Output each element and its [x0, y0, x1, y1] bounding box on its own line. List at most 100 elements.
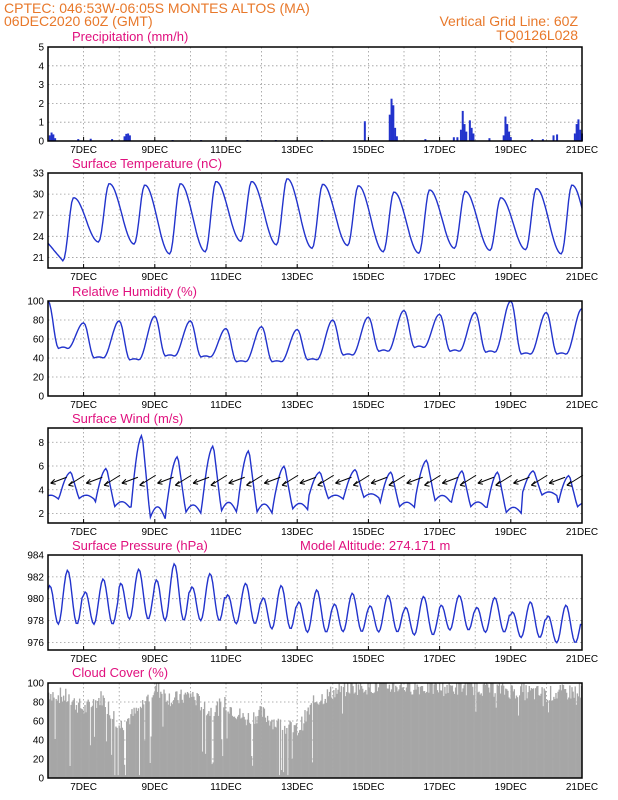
cloud-bar [130, 714, 132, 778]
pres-frame [47, 554, 583, 651]
cloud-bar [347, 683, 349, 778]
cloud-bar [250, 756, 253, 778]
cloud-bar [334, 697, 336, 778]
cloud-bar [407, 683, 410, 778]
cloud-bar [328, 691, 331, 778]
cloud-bar [178, 703, 180, 778]
cloud-bar [497, 685, 499, 778]
cloud-bar [554, 698, 556, 778]
cloud-xtick: 15DEC [352, 782, 384, 793]
cloud-bar [466, 683, 469, 778]
cloud-bar [465, 695, 467, 778]
cloud-bar [468, 683, 471, 778]
wind-arrow-head [139, 480, 145, 487]
cloud-bar [382, 683, 384, 778]
cloud-bar [457, 694, 459, 778]
cloud-bar [119, 728, 121, 778]
cloud-bar [352, 686, 354, 778]
rh-ytick: 20 [33, 373, 45, 384]
cloud-bar [544, 690, 546, 778]
cloud-bar [438, 683, 441, 778]
cloud-bar [545, 701, 548, 778]
cloud-bar [361, 688, 364, 778]
wind-arrow [459, 474, 477, 486]
cloud-bar [224, 696, 226, 778]
cloud-bar [187, 693, 190, 778]
pres-ytick: 978 [27, 616, 44, 627]
cloud-bar [83, 713, 85, 778]
precip-bar [89, 138, 92, 141]
cloud-bar [523, 683, 525, 778]
cloud-ytick: 40 [33, 736, 45, 747]
cloud-bar [266, 715, 269, 778]
cloud-bar [239, 708, 241, 778]
cloud-bar [245, 725, 247, 778]
wind-arrow-head [459, 480, 466, 487]
cloud-bar [235, 719, 238, 778]
cloud-bar [349, 693, 351, 778]
wind-arrow-head [68, 480, 74, 487]
cloud-bar [105, 741, 108, 778]
wind-arrow [353, 474, 370, 486]
cloud-bar [340, 686, 342, 778]
precip-bar [456, 137, 459, 141]
cloud-bar [188, 697, 191, 778]
pres-xtick: 9DEC [141, 654, 168, 665]
cloud-bar [51, 700, 53, 778]
cloud-bar [132, 715, 134, 778]
cloud-bar [137, 708, 140, 778]
cloud-bar [100, 691, 102, 778]
cloud-bar [152, 695, 155, 778]
cloud-bar [317, 703, 319, 778]
precip-bar [424, 139, 427, 141]
cloud-bar [276, 721, 278, 778]
precip-bar [394, 127, 397, 141]
precip-bar [54, 138, 57, 141]
cloud-bar [140, 708, 143, 778]
cloud-bar [65, 688, 67, 778]
cloud-bar [82, 709, 84, 778]
cloud-bar [374, 683, 377, 778]
wind-arrow-head [317, 480, 323, 487]
cloud-bar [60, 696, 63, 778]
precip-xtick: 17DEC [423, 145, 455, 156]
cloud-bar [326, 689, 329, 778]
pres-ytick: 980 [27, 594, 44, 605]
cloud-bar [78, 698, 81, 778]
cloud-bar [50, 694, 52, 778]
cloud-bar [401, 687, 403, 778]
cloud-bar [92, 699, 95, 778]
cloud-bar [284, 725, 286, 778]
cloud-xtick: 7DEC [70, 782, 97, 793]
cloud-bar [480, 693, 482, 778]
cloud-bar [373, 692, 376, 778]
cloud-bar [494, 693, 496, 778]
wind-arrow-head [263, 478, 270, 485]
cloud-bar [141, 700, 144, 778]
cloud-bar [437, 692, 440, 778]
cloud-bar [59, 687, 62, 778]
cloud-bar [230, 707, 232, 778]
cloud-bar [151, 697, 153, 778]
cloud-bar [339, 692, 341, 778]
cloud-bar [293, 725, 296, 778]
cloud-bar [264, 717, 267, 778]
cloud-bar [227, 711, 229, 778]
cloud-bar [72, 700, 74, 778]
cloud-bar [571, 687, 573, 778]
cloud-bar [408, 683, 411, 778]
cloud-bar [226, 738, 228, 778]
cloud-bar [62, 695, 65, 778]
precip-bar [552, 135, 555, 141]
precip-bar [125, 133, 128, 141]
wind-arrow-head [495, 480, 501, 487]
cloud-xtick: 11DEC [210, 782, 242, 793]
cloud-bar [306, 711, 308, 778]
cloud-bar [212, 762, 214, 778]
cloud-bar [303, 723, 305, 778]
cloud-bar [461, 691, 463, 778]
cloud-bar [564, 689, 567, 778]
cloud-bar [84, 704, 86, 778]
cloud-bar [369, 683, 371, 778]
precip-bar [123, 136, 126, 141]
